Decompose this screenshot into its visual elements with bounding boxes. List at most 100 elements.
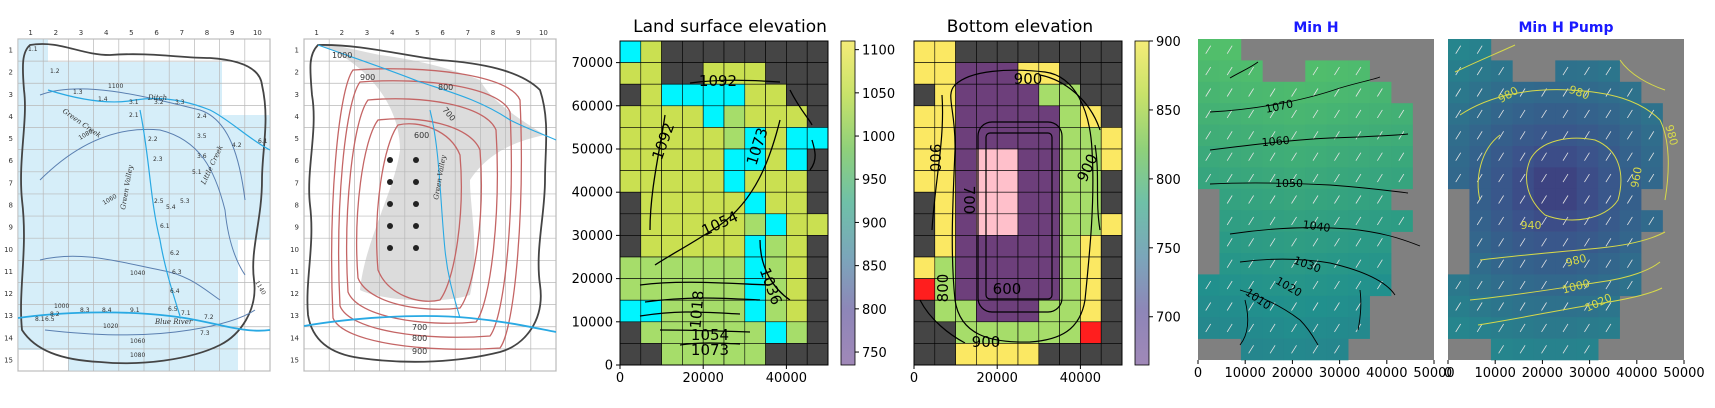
flow-arrow [1519,195,1526,204]
flow-arrow [1476,88,1483,97]
heatmap-cell [1017,256,1040,279]
x-tick-label: 10000 [1225,366,1266,381]
field-cell [1576,188,1599,211]
flow-arrow [1519,152,1526,161]
flow-arrow [1519,216,1526,226]
map-a-value-label: 6.5 [45,316,55,323]
field-cell [1598,146,1620,168]
map-a-contour [44,309,256,336]
field-cell [1283,274,1306,297]
map-a-value-label: 7.3 [200,330,210,337]
colorbar-gradient [1134,40,1150,366]
map-row-label: 5 [295,135,299,143]
field-cell [1240,188,1263,211]
min-h-contours [1209,61,1421,346]
field-cell [1555,253,1578,275]
flow-arrow [1312,152,1319,161]
flow-arrow [1648,152,1655,161]
colorbar-tick-label: 850 [862,260,887,275]
flow-arrow [1269,173,1276,183]
heatmap-cell [1038,40,1060,63]
x-tick-label: 0 [1444,366,1452,381]
flow-arrow [1398,109,1405,119]
map-a-value-label: 6.4 [170,288,180,295]
flow-arrow [1312,323,1319,333]
map-col-label: 5 [415,29,419,37]
heatmap-cell [913,83,936,107]
heatmap-cell [996,105,1019,128]
flow-arrow [1562,345,1569,354]
flow-arrow [1498,173,1504,183]
field-cell [1469,124,1492,147]
map-a-value-label: 6.1 [160,223,170,230]
flow-arrow [1226,131,1233,140]
map-b-contour-label: 900 [360,73,375,82]
map-row-label: 15 [290,356,299,364]
flow-arrow [1248,345,1254,354]
land-surface-panel: Land surface elevation 1092 1092 1073 10… [572,17,895,386]
flow-arrow [1312,131,1319,140]
field-cell [1555,317,1578,339]
map-a-contour-label: 1100 [108,83,123,90]
flow-arrow [1541,195,1547,204]
contour-label: 980 [1662,123,1680,147]
field-cell [1348,81,1370,104]
field-cell [1469,146,1492,168]
flow-arrow [1355,238,1362,247]
min-h-pump-axes: 0 10000 20000 30000 40000 50000 [1444,360,1705,381]
flow-arrow [1226,88,1233,97]
flow-arrow [1355,66,1362,76]
heatmap-cell [1038,170,1060,193]
heatmap-cell [786,148,808,171]
field-cell [1391,103,1413,125]
flow-arrow [1455,66,1462,76]
flow-arrow [1605,280,1612,290]
field-cell [1369,188,1392,211]
heatmap-cell [1038,343,1060,366]
heatmap-cell [661,321,683,344]
heatmap-cell [996,127,1019,150]
flow-arrow [1269,323,1276,333]
flow-arrow [1605,66,1612,76]
x-tick-label: 0 [1194,366,1202,381]
flow-arrow [1226,323,1233,333]
heatmap-cell [682,40,704,63]
flow-arrow [1541,152,1547,161]
field-cell [1305,274,1328,297]
field-cell [1262,231,1285,254]
field-cell [1326,188,1349,211]
x-tick-label: 20000 [683,371,724,386]
field-cell [1490,60,1513,83]
heatmap-cell [1059,62,1081,85]
field-cell [1490,146,1513,168]
heatmap-cell [913,40,936,63]
heatmap-cell [1059,256,1081,279]
heatmap-cell [1100,299,1123,323]
field-cell [1219,60,1242,83]
heatmap-cell [1080,256,1102,279]
heatmap-cell [682,105,704,128]
map-row-label: 4 [9,113,14,121]
field-cell [1576,338,1599,361]
plot-frame [619,40,829,366]
flow-arrow [1498,152,1504,161]
flow-arrow [1541,238,1547,247]
heatmap-cell [619,62,642,85]
flow-arrow [1476,109,1483,119]
field-cell [1305,103,1328,125]
map-b-creek [429,109,461,319]
map-row-label: 15 [4,356,13,364]
flow-arrow [1627,259,1633,268]
field-cell [1219,39,1242,61]
field-cell [1283,253,1306,275]
heatmap-cell [661,83,683,107]
flow-arrow [1519,238,1526,247]
contour-label: 900 [926,144,944,173]
flow-arrow [1562,109,1569,119]
map-a-value-label: 6.5 [168,306,178,313]
field-cell [1469,231,1492,254]
field-cell [1490,124,1513,147]
field-cell [1555,295,1578,318]
field-cell [1469,81,1492,104]
map-a-value-label: 3.5 [197,133,207,140]
